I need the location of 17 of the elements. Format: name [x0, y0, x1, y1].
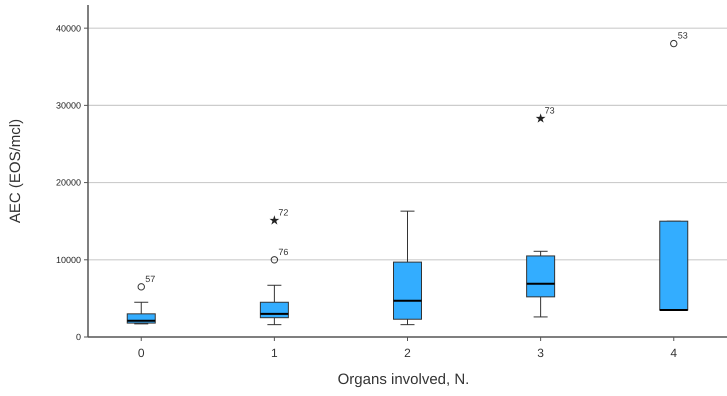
annotation: 53	[678, 30, 688, 41]
x-tick-label: 1	[271, 346, 278, 360]
x-tick-label: 0	[138, 346, 145, 360]
x-tick-label: 3	[537, 346, 544, 360]
y-axis-title: AEC (EOS/mcl)	[7, 118, 24, 224]
y-tick-label: 20000	[56, 178, 81, 188]
x-axis-title: Organs involved, N.	[338, 371, 470, 388]
annotation: 72	[278, 207, 288, 218]
annotation: 76	[278, 246, 288, 257]
y-tick-label: 30000	[56, 100, 81, 111]
annotation: 73	[544, 106, 555, 116]
y-tick-label: 10000	[56, 254, 81, 265]
x-tick-label: 2	[404, 346, 412, 360]
y-tick-label: 40000	[56, 23, 81, 34]
y-tick-label: 0	[76, 332, 81, 342]
x-tick-label: 4	[670, 346, 678, 360]
annotation: 57	[145, 274, 156, 284]
